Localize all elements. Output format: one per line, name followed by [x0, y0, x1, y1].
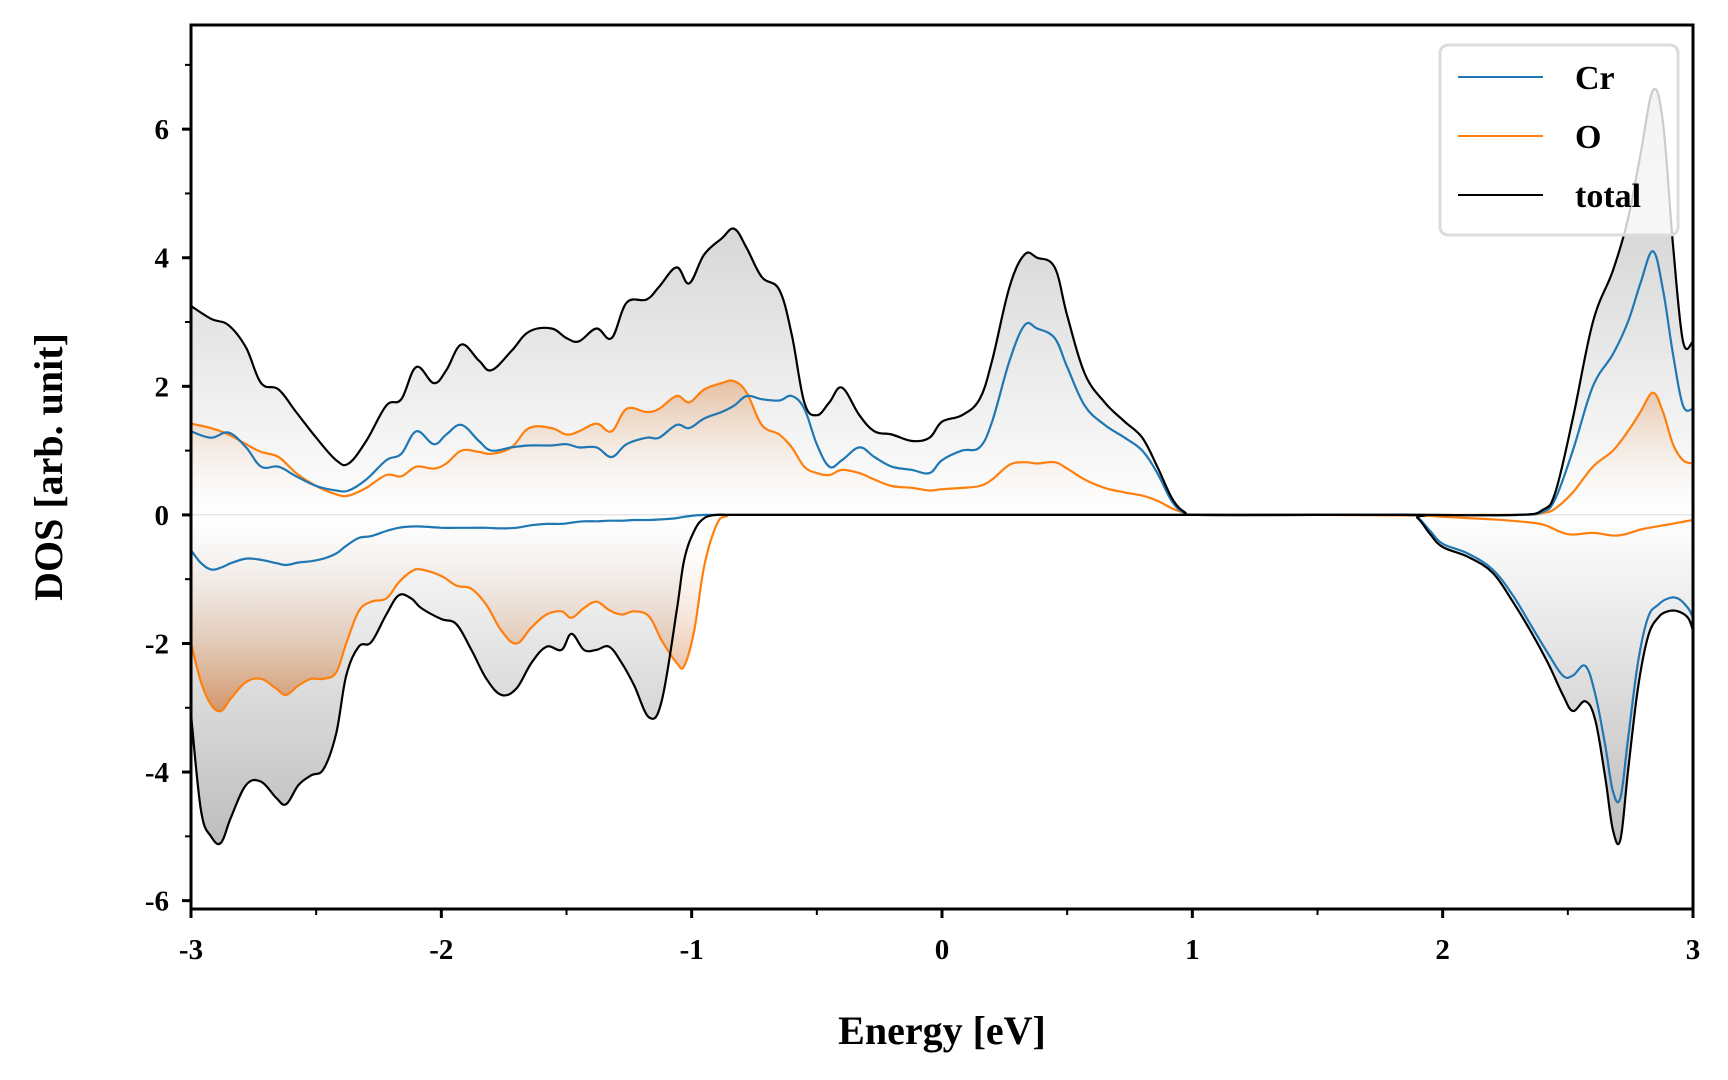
x-tick-label: -2 — [429, 934, 453, 966]
x-tick-label: 3 — [1686, 934, 1701, 966]
plot-area — [191, 88, 1693, 846]
legend-label-total: total — [1575, 178, 1641, 215]
x-tick-label: 0 — [935, 934, 950, 966]
x-tick-label: 2 — [1435, 934, 1450, 966]
fill-o-spin-up — [191, 380, 1693, 516]
legend-box — [1438, 43, 1680, 237]
legend-label-o: O — [1575, 119, 1601, 156]
fill-o-spin-down — [191, 514, 1693, 712]
y-tick-label: 6 — [155, 114, 170, 146]
x-tick-label: -1 — [680, 934, 704, 966]
line-total-spin-up — [191, 88, 1693, 517]
series-lines — [191, 88, 1693, 846]
x-tick-label: -3 — [179, 934, 203, 966]
fills — [191, 89, 1693, 845]
y-tick-label: -2 — [145, 628, 169, 660]
legend: Cr O total — [1438, 43, 1680, 237]
y-tick-label: -6 — [145, 886, 169, 918]
y-axis-label: DOS [arb. unit] — [26, 333, 71, 601]
x-tick-label: 1 — [1185, 934, 1200, 966]
x-axis-label: Energy [eV] — [838, 1008, 1046, 1053]
line-cr-spin-down — [191, 513, 1693, 804]
y-tick-label: 2 — [155, 371, 170, 403]
y-ticks: -6 -4 -2 0 2 4 6 — [145, 63, 191, 918]
y-tick-label: 0 — [155, 500, 170, 532]
fill-total-spin-up — [191, 89, 1693, 516]
x-ticks: -3 -2 -1 0 1 2 3 — [179, 909, 1700, 966]
legend-label-cr: Cr — [1575, 60, 1615, 97]
y-tick-label: 4 — [155, 243, 170, 275]
line-total-spin-down — [191, 513, 1693, 846]
line-o-spin-down — [191, 513, 1693, 713]
y-tick-label: -4 — [145, 757, 169, 789]
